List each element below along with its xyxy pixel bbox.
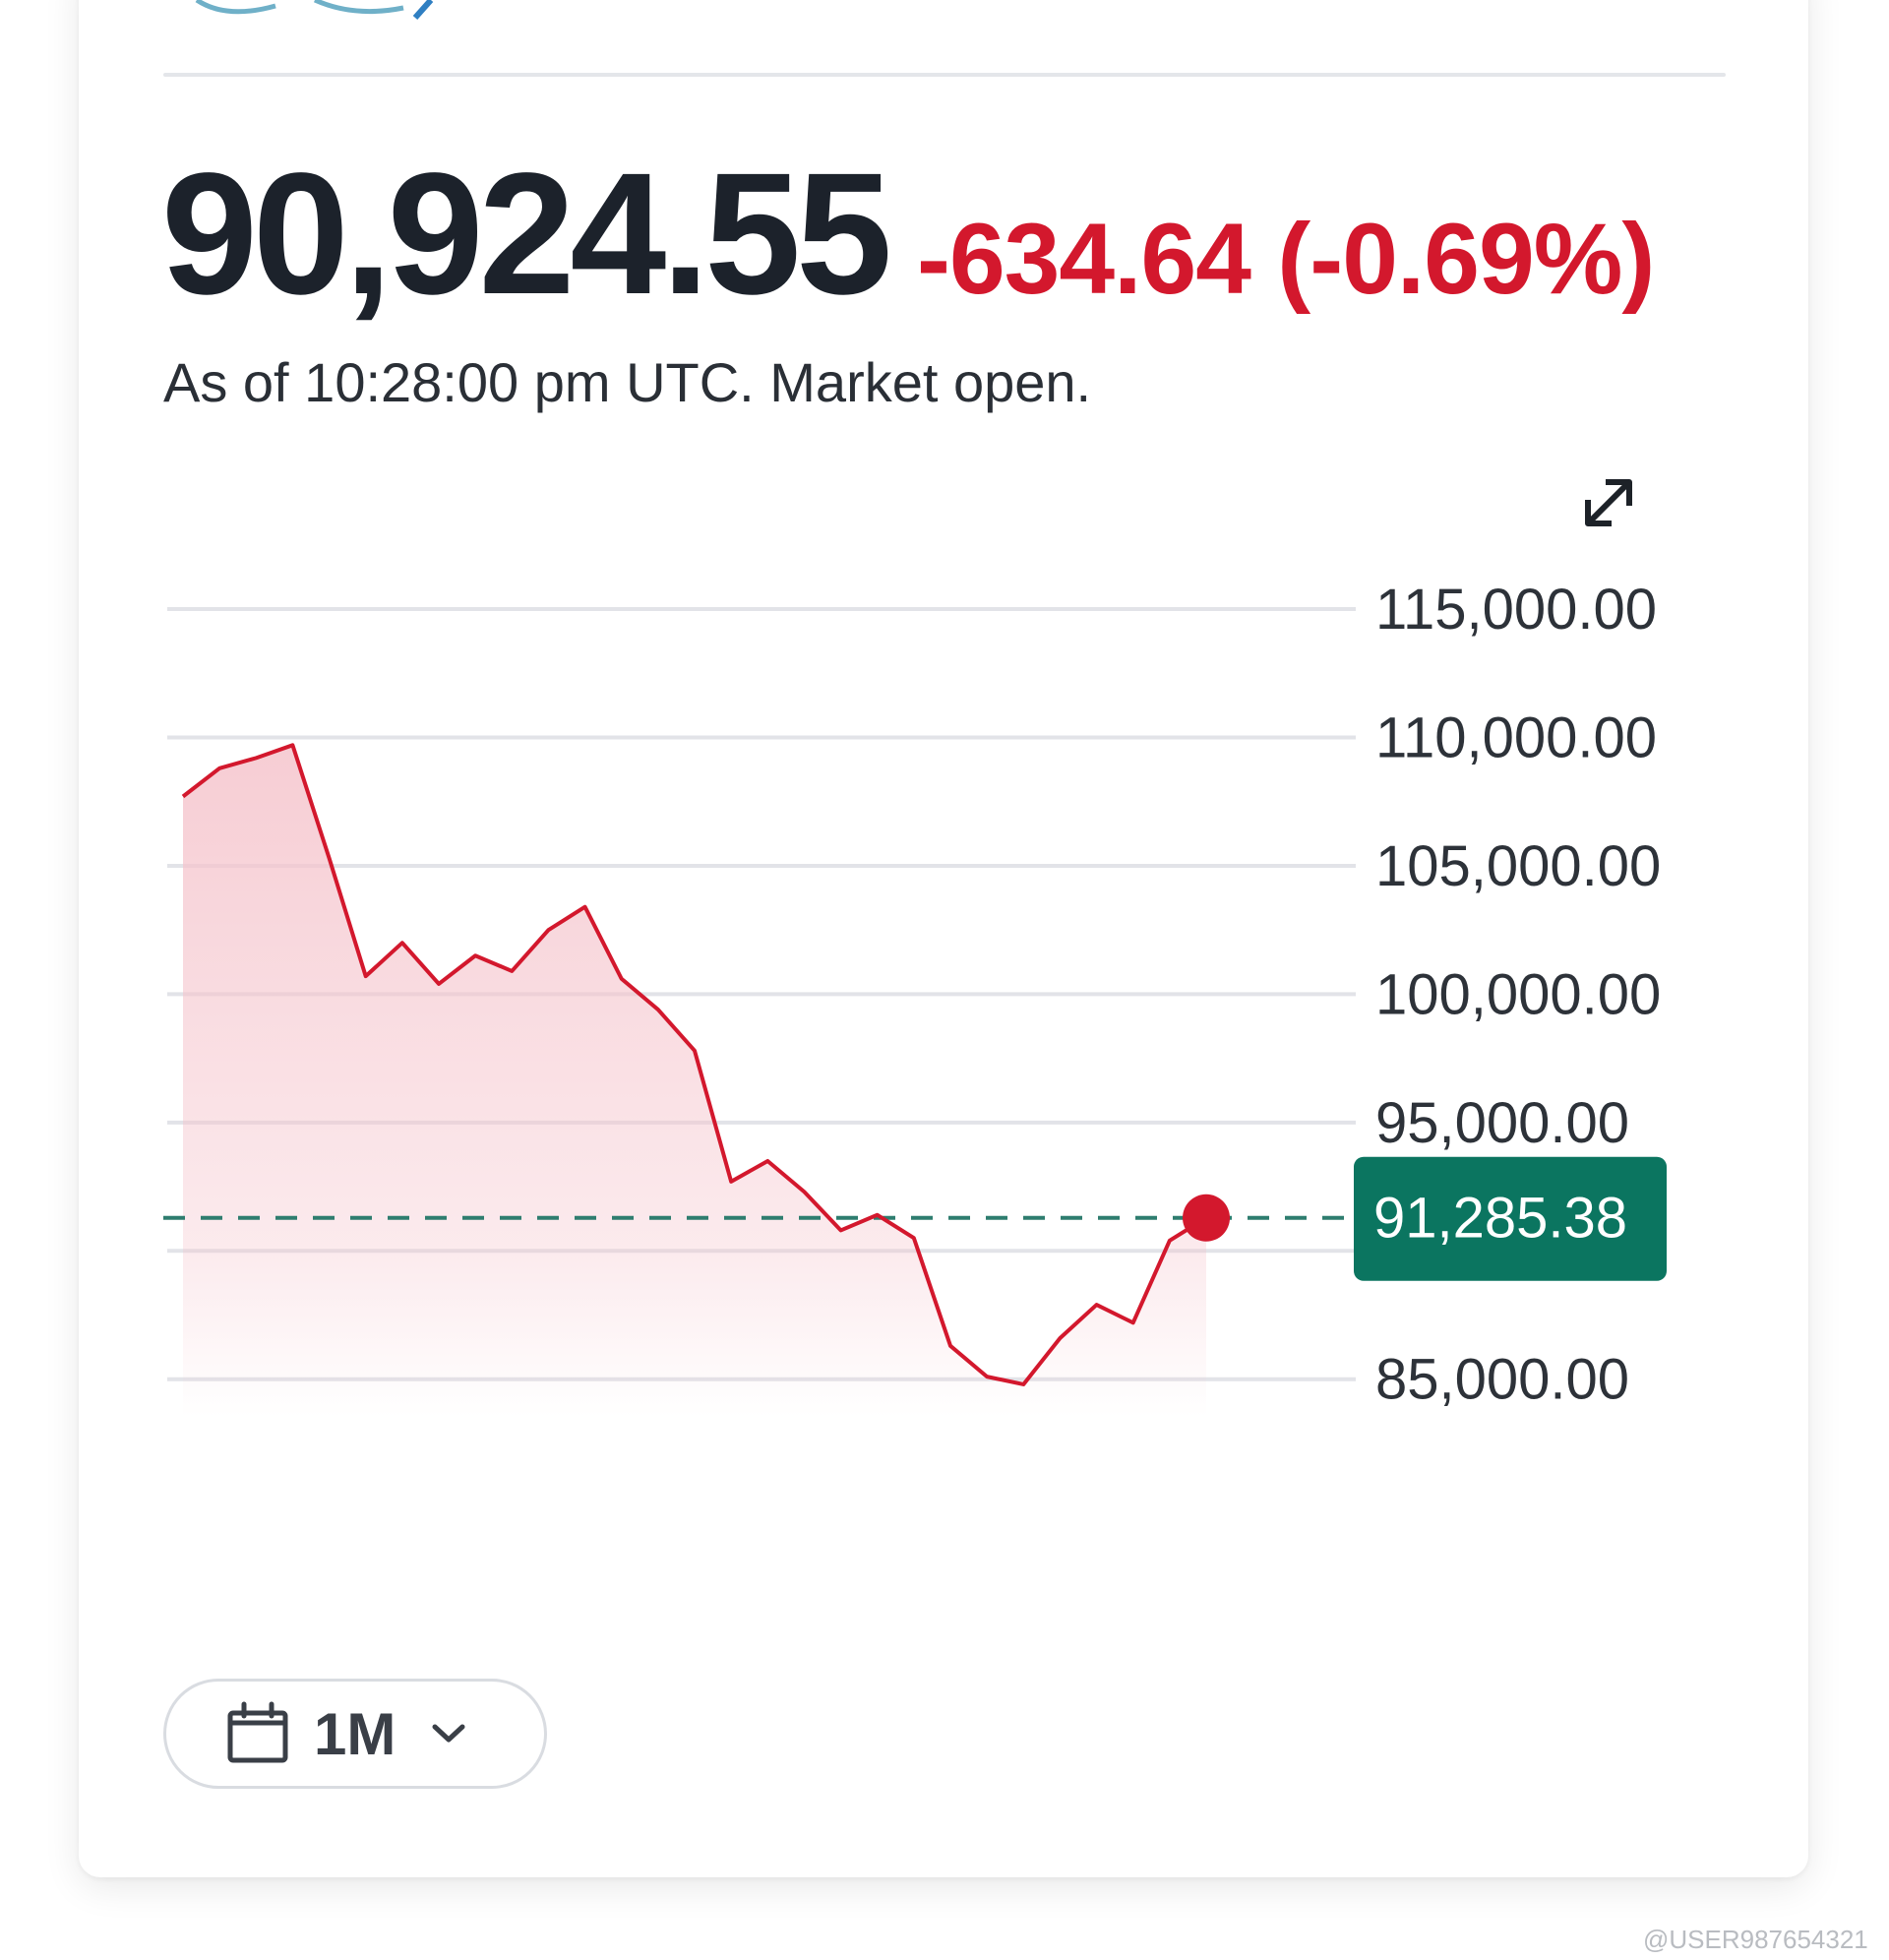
header-divider bbox=[163, 73, 1726, 77]
brand-logo-fragment bbox=[195, 0, 434, 20]
chevron-down-icon bbox=[432, 1724, 465, 1743]
price-line bbox=[181, 743, 1208, 1386]
current-price: 90,924.55 bbox=[161, 138, 892, 331]
market-status: As of 10:28:00 pm UTC. Market open. bbox=[163, 351, 1092, 413]
watermark: @USER987654321 bbox=[1643, 1925, 1868, 1954]
time-range-label: 1M bbox=[314, 1700, 396, 1767]
y-tick-label: 110,000.00 bbox=[1375, 705, 1657, 769]
quote-card bbox=[79, 0, 1808, 1877]
expand-arrows-icon bbox=[1585, 479, 1632, 526]
y-tick-label: 115,000.00 bbox=[1375, 578, 1657, 642]
y-tick-label: 85,000.00 bbox=[1375, 1348, 1629, 1412]
current-price-badge-label: 91,285.38 bbox=[1373, 1187, 1627, 1251]
quote-header: 90,924.55 -634.64 (-0.69%) bbox=[161, 138, 1655, 331]
price-change: -634.64 (-0.69%) bbox=[916, 203, 1655, 315]
y-tick-label: 95,000.00 bbox=[1375, 1091, 1629, 1155]
current-price-marker bbox=[1183, 1194, 1230, 1242]
price-area-fill bbox=[183, 745, 1206, 1417]
y-tick-label: 100,000.00 bbox=[1375, 962, 1661, 1026]
time-range-selector[interactable]: 1M bbox=[163, 1679, 547, 1789]
current-price-badge bbox=[1354, 1156, 1667, 1281]
calendar-icon bbox=[227, 1701, 288, 1763]
y-tick-label: 105,000.00 bbox=[1375, 834, 1661, 898]
expand-chart-button[interactable] bbox=[1574, 468, 1643, 537]
